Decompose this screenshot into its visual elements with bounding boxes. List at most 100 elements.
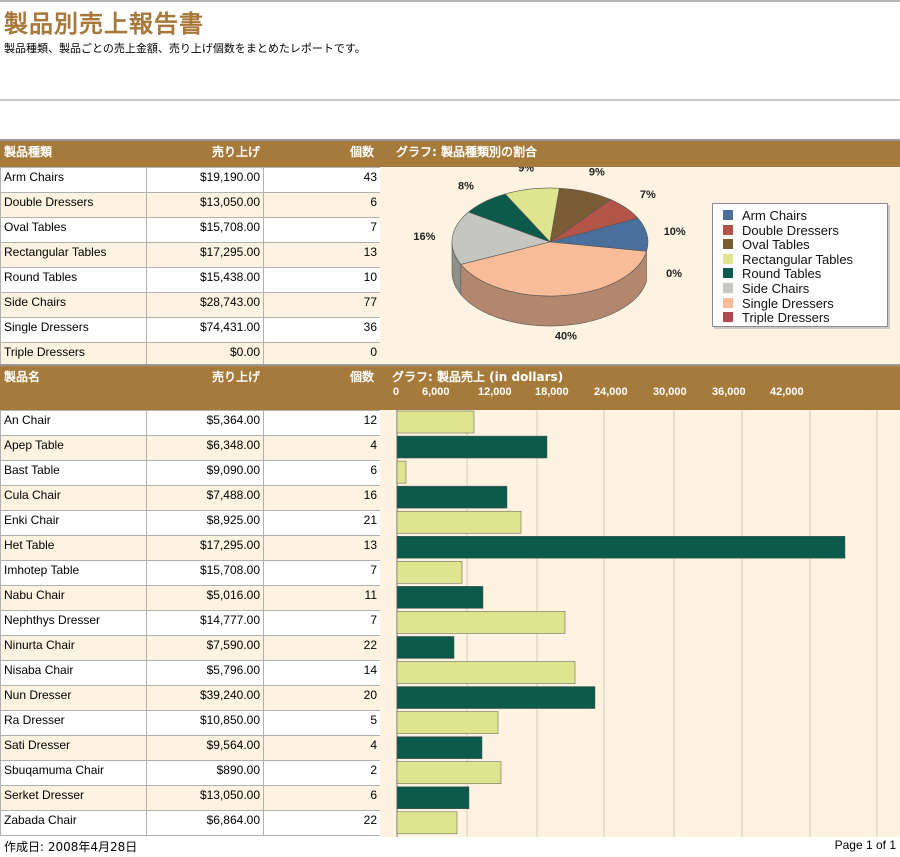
product-name-cell: An Chair	[0, 410, 147, 436]
category-qty-cell: 6	[263, 192, 381, 218]
product-name-cell: Nephthys Dresser	[0, 610, 147, 636]
product-header-row	[0, 364, 900, 410]
product-amount-cell: $6,348.00	[146, 435, 264, 461]
product-name-cell: Ra Dresser	[0, 710, 147, 736]
product-name-cell: Zabada Chair	[0, 810, 147, 836]
pie-value-label: 16%	[413, 231, 435, 243]
product-name-cell: Nisaba Chair	[0, 660, 147, 686]
legend-item: Triple Dressers	[723, 310, 830, 325]
legend-item: Single Dressers	[723, 296, 834, 311]
category-amount-cell: $17,295.00	[146, 242, 264, 268]
report-subtitle: 製品種類、製品ごとの売上金額、売り上げ個数をまとめたレポートです。	[4, 42, 366, 55]
product-qty-cell: 6	[263, 785, 381, 811]
category-row: Rectangular Tables $17,295.00 13	[0, 242, 381, 268]
category-amount-cell: $13,050.00	[146, 192, 264, 218]
product-amount-cell: $13,050.00	[146, 785, 264, 811]
pie-legend: Arm Chairs Double Dressers Oval Tables Rect…	[712, 203, 888, 327]
bar-enki-chair	[396, 510, 522, 534]
pie-slice	[451, 211, 552, 265]
bar-apep-table	[396, 435, 548, 459]
bar-chart-title: グラフ: 製品売上 (in dollars)	[392, 370, 564, 384]
bar-cula-chair	[396, 485, 508, 509]
category-name-cell: Triple Dressers	[0, 342, 147, 368]
category-qty-cell: 7	[263, 217, 381, 243]
product-row: Ra Dresser $10,850.00 5	[0, 710, 381, 736]
bar-chart	[396, 410, 878, 837]
legend-swatch	[723, 297, 733, 308]
bar-tick-label: 42,000	[770, 386, 804, 398]
category-amount-cell: $19,190.00	[146, 167, 264, 193]
category-row: Oval Tables $15,708.00 7	[0, 217, 381, 243]
product-amount-cell: $17,295.00	[146, 535, 264, 561]
product-row: Nun Dresser $39,240.00 20	[0, 685, 381, 711]
legend-label: Round Tables	[742, 266, 822, 282]
bar-chart-panel	[380, 410, 900, 837]
legend-label: Double Dressers	[742, 222, 839, 238]
category-qty-cell: 43	[263, 167, 381, 193]
pie-value-label: 10%	[664, 226, 686, 238]
product-amount-cell: $5,016.00	[146, 585, 264, 611]
product-amount-cell: $890.00	[146, 760, 264, 786]
product-row: Zabada Chair $6,864.00 22	[0, 810, 381, 836]
product-amount-cell: $5,796.00	[146, 660, 264, 686]
legend-label: Arm Chairs	[742, 208, 808, 223]
footer-date: 作成日: 2008年4月28日	[4, 840, 138, 854]
bar-tick-label: 12,000	[478, 386, 512, 398]
product-name-cell: Nabu Chair	[0, 585, 147, 611]
bar-tick-label: 24,000	[594, 386, 628, 398]
bar-ra-dresser	[396, 711, 499, 734]
product-row: An Chair $5,364.00 12	[0, 410, 381, 436]
product-qty-cell: 21	[263, 510, 381, 536]
product-qty-cell: 4	[263, 735, 381, 761]
category-row: Side Chairs $28,743.00 77	[0, 292, 381, 318]
category-header-amount: 売り上げ	[212, 145, 261, 159]
product-row: Nephthys Dresser $14,777.00 7	[0, 610, 381, 636]
pie-value-label: 8%	[458, 180, 474, 192]
legend-item: Oval Tables	[723, 237, 810, 252]
legend-label: Triple Dressers	[742, 310, 830, 326]
product-name-cell: Sbuqamuma Chair	[0, 760, 147, 786]
bar-sati-dresser	[396, 736, 483, 759]
category-amount-cell: $0.00	[146, 342, 264, 368]
bar-tick-label: 0	[393, 386, 400, 398]
bar-serket-dresser	[396, 786, 470, 809]
product-name-cell: Enki Chair	[0, 510, 147, 536]
product-amount-cell: $14,777.00	[146, 610, 264, 636]
product-qty-cell: 7	[263, 560, 381, 586]
product-row: Sati Dresser $9,564.00 4	[0, 735, 381, 761]
legend-item: Round Tables	[723, 266, 821, 281]
product-header-amount: 売り上げ	[212, 370, 261, 384]
category-amount-cell: $28,743.00	[146, 292, 264, 318]
product-amount-cell: $6,864.00	[146, 810, 264, 836]
product-row: Nabu Chair $5,016.00 11	[0, 585, 381, 611]
product-amount-cell: $9,564.00	[146, 735, 264, 761]
pie-value-label: 7%	[640, 189, 656, 201]
pie-value-label: 9%	[589, 167, 605, 178]
legend-swatch	[723, 210, 733, 220]
category-qty-cell: 13	[263, 242, 381, 268]
product-qty-cell: 4	[263, 435, 381, 461]
product-name-cell: Serket Dresser	[0, 785, 147, 811]
legend-swatch	[723, 239, 733, 250]
category-qty-cell: 10	[263, 267, 381, 293]
category-name-cell: Double Dressers	[0, 192, 147, 218]
category-header-name: 製品種類	[4, 145, 53, 159]
bar-tick-label: 36,000	[712, 386, 746, 398]
top-rule	[0, 0, 900, 2]
legend-item: Arm Chairs	[723, 208, 807, 223]
product-header-name: 製品名	[4, 370, 41, 384]
report-title: 製品別売上報告書	[4, 10, 204, 38]
product-qty-cell: 16	[263, 485, 381, 511]
product-name-cell: Apep Table	[0, 435, 147, 461]
legend-label: Rectangular Tables	[742, 251, 854, 267]
pie-value-label: 9%	[518, 167, 534, 174]
product-name-cell: Cula Chair	[0, 485, 147, 511]
product-qty-cell: 7	[263, 610, 381, 636]
header-divider	[0, 99, 900, 101]
bar-nabu-chair	[396, 586, 484, 609]
product-qty-cell: 22	[263, 635, 381, 661]
category-row: Double Dressers $13,050.00 6	[0, 192, 381, 218]
product-table: An Chair $5,364.00 12 Apep Table $6,348.00 4 B…	[0, 410, 381, 836]
product-amount-cell: $9,090.00	[146, 460, 264, 486]
category-name-cell: Single Dressers	[0, 317, 147, 343]
